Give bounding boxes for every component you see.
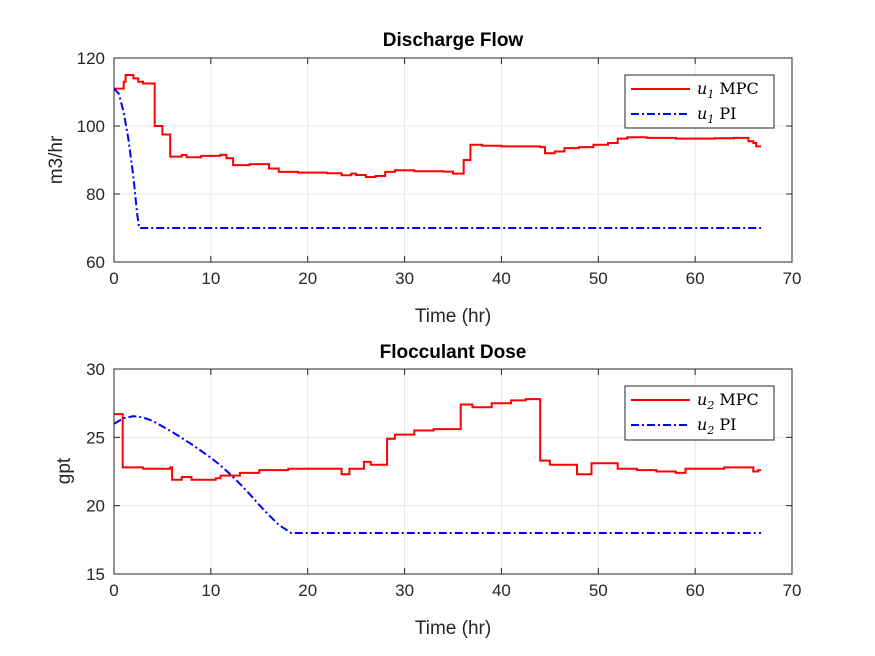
x-tick-label: 40 <box>492 581 511 600</box>
legend-box <box>624 385 775 441</box>
y-tick-label: 20 <box>86 497 105 516</box>
y-tick-label: 80 <box>86 185 105 204</box>
x-tick-label: 70 <box>783 581 802 600</box>
series-lines <box>113 398 761 534</box>
x-tick-label: 50 <box>589 269 608 288</box>
legend-label: u2 PI <box>697 415 736 437</box>
legend: u2 MPC u2 PI <box>624 385 775 441</box>
legend-label: u1 PI <box>697 104 736 126</box>
x-tick-label: 50 <box>589 581 608 600</box>
x-tick-label: 10 <box>201 269 220 288</box>
x-tick-label: 20 <box>298 269 317 288</box>
x-tick-label: 30 <box>395 269 414 288</box>
legend-label: u2 MPC <box>697 390 759 412</box>
x-tick-label: 70 <box>783 269 802 288</box>
x-tick-label: 0 <box>109 269 118 288</box>
x-axis-label: Time (hr) <box>415 306 491 327</box>
series-line-u2-mpc <box>114 398 761 481</box>
y-axis-label: gpt <box>54 457 75 484</box>
legend-label: u1 MPC <box>697 79 759 101</box>
x-tick-label: 20 <box>298 581 317 600</box>
y-tick-label: 15 <box>86 565 105 584</box>
legend-entry-u1-pi: u1 PI <box>631 104 736 126</box>
y-tick-label: 120 <box>77 49 105 68</box>
legend: u1 MPC u1 PI <box>624 74 775 129</box>
x-tick-label: 10 <box>201 581 220 600</box>
y-tick-label: 30 <box>86 360 105 379</box>
y-tick-label: 60 <box>86 253 105 272</box>
series-line-u1-pi <box>113 87 761 229</box>
legend-entry-u2-mpc: u2 MPC <box>631 390 759 412</box>
y-axis-label: m3/hr <box>46 135 67 184</box>
x-axis-label: Time (hr) <box>415 618 491 639</box>
discharge-flow-chart: 0 10 20 30 40 50 60 70 60 80 100 120 Discharge Flow… <box>46 30 801 327</box>
legend-entry-u2-pi: u2 PI <box>631 415 736 437</box>
axes-box <box>113 368 793 575</box>
x-tick-label: 60 <box>686 581 705 600</box>
x-tick-label: 40 <box>492 269 511 288</box>
x-tick-label: 0 <box>109 581 118 600</box>
x-tick-label: 30 <box>395 581 414 600</box>
y-tick-label: 25 <box>86 428 105 447</box>
series-lines <box>113 74 761 229</box>
legend-entry-u1-mpc: u1 MPC <box>631 79 759 101</box>
series-line-u1-mpc <box>114 74 761 178</box>
chart-title: Discharge Flow <box>383 30 524 51</box>
axes-box <box>113 57 793 263</box>
series-line-u2-pi <box>113 415 761 534</box>
x-tick-label: 60 <box>686 269 705 288</box>
chart-title: Flocculant Dose <box>380 342 527 363</box>
legend-box <box>624 74 775 129</box>
tick-labels: 0 10 20 30 40 50 60 70 60 80 100 120 <box>77 49 802 288</box>
y-tick-label: 100 <box>77 117 105 136</box>
